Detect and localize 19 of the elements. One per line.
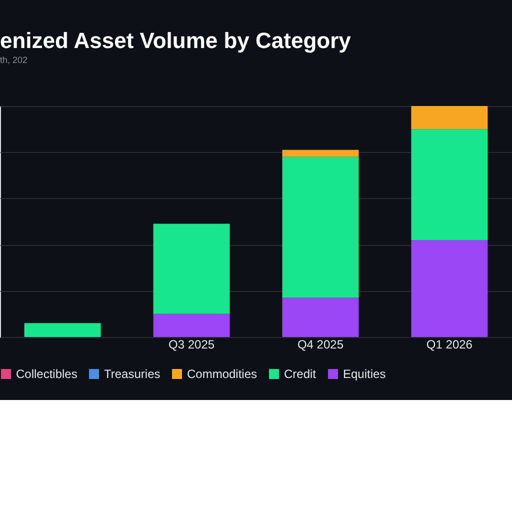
chart-title: enized Asset Volume by Category xyxy=(0,28,352,53)
bar xyxy=(153,314,230,337)
text: th, 202 xyxy=(0,55,28,65)
x-tick-label: Q4 2025 xyxy=(297,338,344,352)
legend-label: Treasuries xyxy=(104,367,160,381)
x-tick-label: Q1 2026 xyxy=(426,338,473,352)
bar xyxy=(24,323,101,337)
legend-label: Collectibles xyxy=(16,367,78,381)
legend-label: Credit xyxy=(284,367,317,381)
bar xyxy=(282,298,359,337)
bar xyxy=(411,240,488,337)
bar xyxy=(282,156,359,298)
bar xyxy=(411,129,488,240)
legend-label: Equities xyxy=(343,367,386,381)
bar xyxy=(411,106,488,130)
bar xyxy=(153,224,230,314)
legend-label: Commodities xyxy=(187,367,258,381)
x-tick-label: Q3 2025 xyxy=(168,338,215,352)
bar xyxy=(282,150,359,157)
